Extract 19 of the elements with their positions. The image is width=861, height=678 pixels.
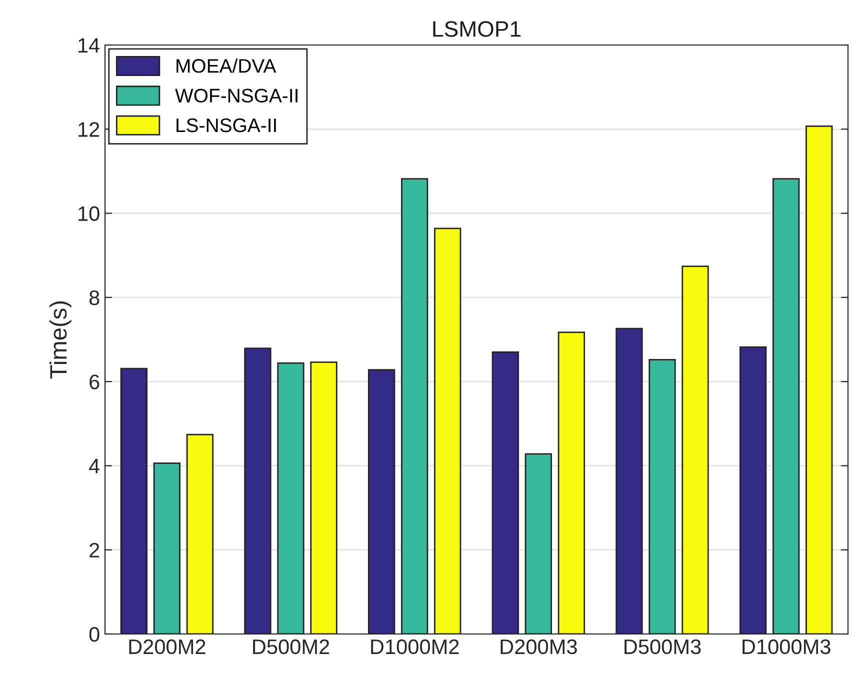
legend-label: WOF-NSGA-II	[175, 88, 298, 103]
y-tick-label: 6	[90, 374, 100, 390]
x-tick-label: D1000M3	[742, 639, 830, 654]
x-tick-label: D500M2	[253, 639, 330, 654]
x-tick-label: D200M3	[500, 639, 577, 654]
chart-title: LSMOP1	[433, 21, 520, 37]
legend-label: MOEA/DVA	[176, 58, 276, 73]
x-tick-label: D500M3	[624, 639, 701, 654]
y-tick-label: 2	[90, 542, 100, 558]
y-tick-label: 4	[89, 458, 100, 474]
y-tick-label: 8	[89, 290, 100, 306]
x-tick-label: D200M2	[129, 639, 206, 654]
y-tick-label: 12	[78, 122, 100, 137]
y-axis-title: Time(s)	[49, 301, 72, 379]
legend-label: LS-NSGA-II	[176, 118, 276, 132]
x-tick-label: D1000M2	[371, 639, 459, 654]
y-tick-label: 14	[78, 38, 100, 53]
y-tick-label: 10	[78, 206, 100, 222]
y-tick-label: 0	[89, 627, 100, 642]
